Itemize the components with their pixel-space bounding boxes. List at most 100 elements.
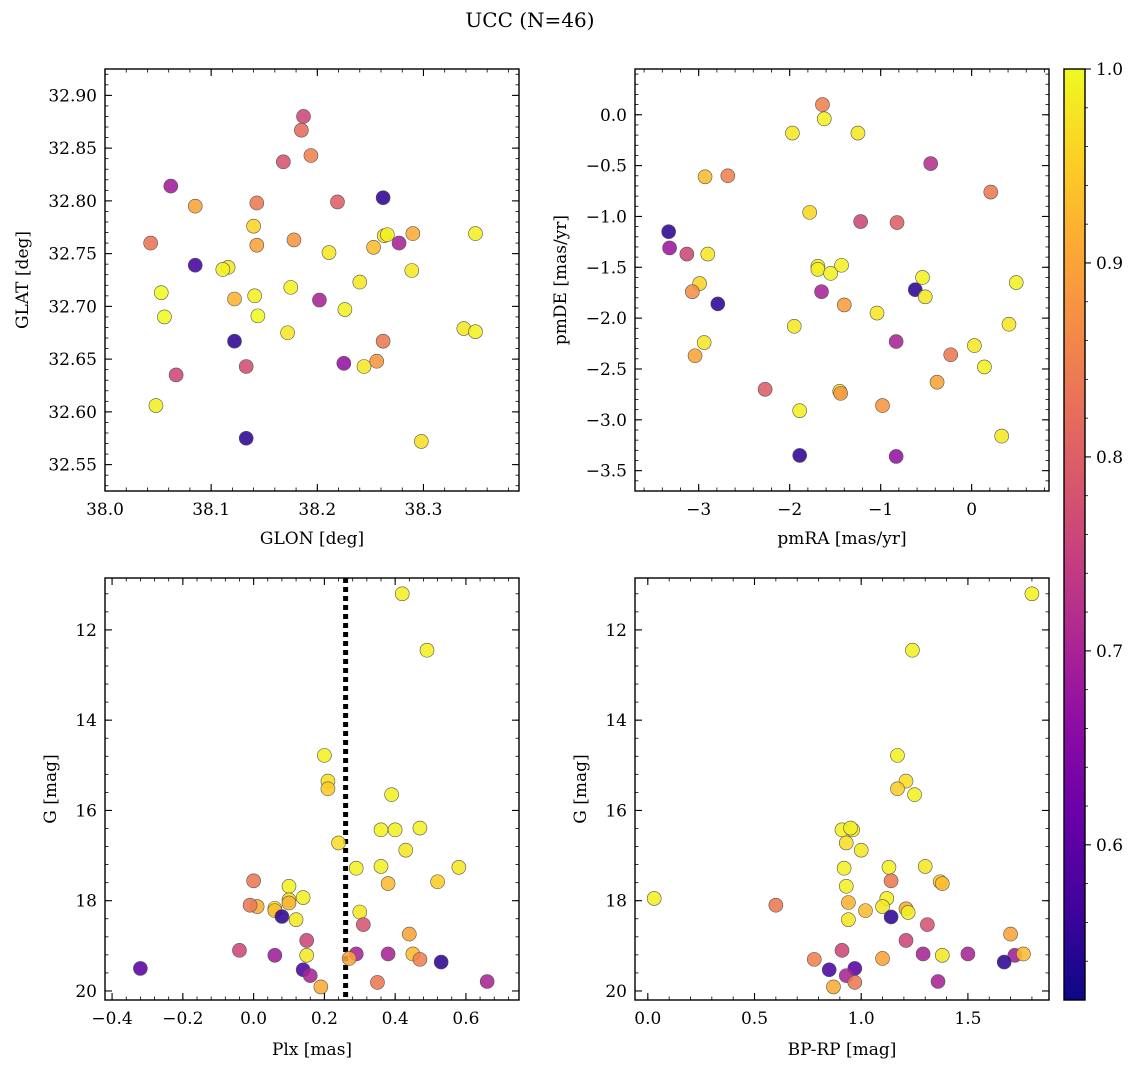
data-point (238, 430, 254, 446)
data-point (792, 448, 807, 463)
data-point (157, 309, 172, 325)
y-tick-label: 32.90 (48, 86, 97, 106)
data-point (960, 946, 976, 962)
x-axis-label: GLON [deg] (260, 529, 364, 549)
data-point (352, 274, 368, 290)
data-point (404, 263, 420, 278)
data-point (281, 895, 297, 911)
data-point (814, 284, 829, 299)
data-point (1016, 946, 1031, 962)
data-point (394, 586, 410, 602)
x-tick-label: −2 (777, 500, 802, 520)
x-tick-label: 1.0 (848, 1009, 875, 1029)
data-point (785, 125, 800, 141)
data-point (792, 403, 807, 418)
y-tick-label: 0.0 (600, 106, 627, 126)
y-tick-label: −2.5 (586, 360, 627, 380)
data-point (373, 859, 389, 874)
data-point (163, 178, 179, 194)
data-point (352, 904, 368, 920)
data-point (375, 333, 391, 349)
data-point (994, 428, 1009, 444)
x-tick-label: 0.0 (240, 1009, 267, 1029)
data-point (697, 169, 713, 185)
y-tick-label: −3.5 (586, 462, 627, 482)
data-point (227, 291, 242, 307)
data-point (227, 333, 242, 349)
data-point (356, 917, 371, 932)
data-point (288, 912, 304, 927)
data-point (834, 257, 849, 273)
data-point (402, 926, 417, 942)
data-point (1024, 586, 1040, 602)
data-point (679, 246, 695, 262)
data-point (700, 246, 716, 262)
axes-frame (634, 68, 1050, 492)
data-point (843, 820, 858, 836)
data-point (888, 449, 904, 464)
data-point (853, 842, 869, 858)
data-point (479, 974, 495, 989)
panel-bprp_g: 0.0 0.5 1.0 1.5 12 14 16 18 20 BP-RP [mag] G [mag] (571, 577, 1050, 1060)
data-point (917, 289, 933, 305)
data-point (802, 205, 817, 220)
data-point (430, 874, 445, 890)
data-point (850, 125, 866, 141)
y-tick-label: 18 (75, 892, 97, 912)
y-axis-label: GLAT [deg] (13, 231, 33, 329)
data-point (838, 835, 854, 851)
data-point (286, 232, 302, 248)
panel-plx_g: −0.4 −0.2 0.0 0.2 0.4 0.6 12 14 16 18 20 Plx [mas] G… (41, 577, 520, 1060)
data-point (247, 288, 262, 304)
colorbar-tick-label: 0.7 (1096, 642, 1123, 662)
data-point (929, 374, 945, 390)
data-point (915, 946, 931, 962)
data-point (646, 891, 662, 906)
data-point (373, 822, 389, 838)
axes-frame (104, 577, 520, 1001)
data-point (321, 245, 337, 260)
x-tick-label: 0.0 (634, 1009, 661, 1029)
data-point (841, 895, 856, 910)
data-point (412, 820, 428, 836)
data-point (296, 109, 311, 124)
y-tick-label: 18 (605, 892, 627, 912)
data-point (810, 262, 826, 277)
y-tick-label: −1.0 (586, 207, 627, 227)
panel-pm: −3 −2 −1 0 −3.5 −3.0 −2.5 −2.0 −1.5 −1.0 −0.5 0.0 pm… (551, 68, 1050, 549)
data-point (900, 905, 916, 920)
data-point (303, 148, 319, 163)
data-point (815, 97, 830, 112)
data-point (384, 787, 399, 802)
data-point (412, 952, 428, 967)
data-point (238, 359, 254, 374)
data-point (267, 948, 283, 963)
data-point (341, 951, 357, 966)
x-tick-label: 38.0 (86, 500, 124, 520)
data-point (187, 257, 203, 273)
data-point (847, 975, 863, 990)
data-point (370, 975, 385, 990)
data-point (249, 195, 265, 211)
data-point (249, 237, 265, 253)
data-point (215, 262, 231, 277)
data-point (890, 748, 905, 763)
x-tick-label: −1 (868, 500, 893, 520)
y-tick-label: −0.5 (586, 157, 627, 177)
panel-glon_glat: 38.0 38.1 38.2 38.3 32.55 32.60 32.65 32.70 32.7… (13, 68, 520, 549)
data-point (295, 890, 311, 905)
colorbar-tick-label: 0.8 (1096, 448, 1123, 468)
x-axis-label: pmRA [mas/yr] (777, 529, 906, 549)
data-point (898, 933, 914, 948)
data-point (875, 899, 890, 914)
data-point (336, 356, 352, 371)
x-tick-label: −3 (686, 500, 711, 520)
x-tick-label: −0.2 (162, 1009, 203, 1029)
data-point (917, 859, 933, 874)
x-tick-label: 1.5 (954, 1009, 981, 1029)
y-tick-label: 32.80 (48, 192, 97, 212)
data-point (821, 962, 837, 978)
data-point (883, 873, 899, 889)
x-tick-label: 38.3 (405, 500, 443, 520)
y-tick-label: 16 (605, 801, 627, 821)
